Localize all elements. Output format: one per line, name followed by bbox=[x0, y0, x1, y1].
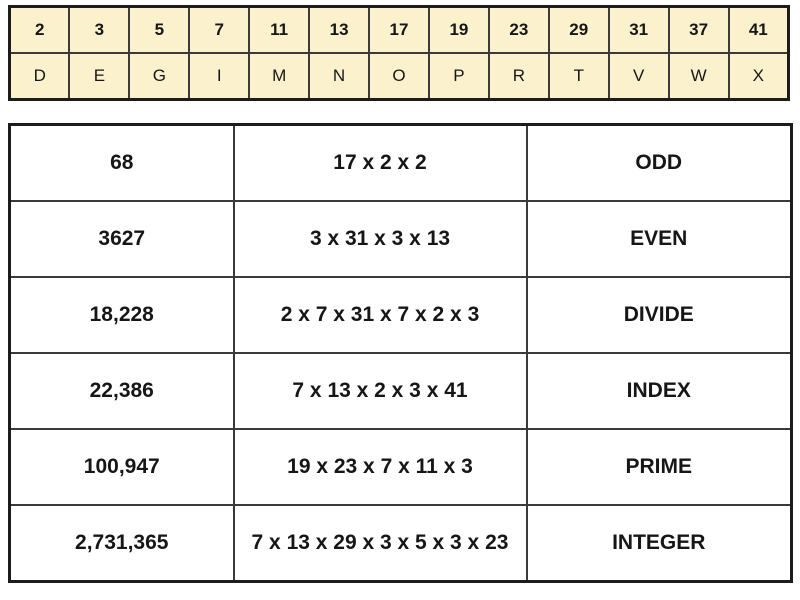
word-cell: EVEN bbox=[525, 200, 793, 278]
legend-letter-cell: M bbox=[248, 52, 311, 101]
word-cell: DIVIDE bbox=[525, 276, 793, 354]
word-cell: INDEX bbox=[525, 352, 793, 430]
table-row: 2,731,365 7 x 13 x 29 x 3 x 5 x 3 x 23 I… bbox=[8, 504, 793, 583]
number-cell: 2,731,365 bbox=[8, 504, 235, 583]
legend-prime-cell: 7 bbox=[188, 5, 251, 54]
legend-prime-cell: 5 bbox=[128, 5, 191, 54]
legend-letter-cell: E bbox=[68, 52, 131, 101]
number-cell: 3627 bbox=[8, 200, 235, 278]
word-cell: INTEGER bbox=[525, 504, 793, 583]
table-row: 3627 3 x 31 x 3 x 13 EVEN bbox=[8, 200, 793, 278]
legend-letter-cell: W bbox=[667, 52, 730, 101]
legend-letter-cell: T bbox=[547, 52, 610, 101]
legend-letter-cell: I bbox=[188, 52, 251, 101]
legend-letter-cell: X bbox=[727, 52, 790, 101]
legend-letter-cell: G bbox=[128, 52, 191, 101]
legend-prime-cell: 2 bbox=[8, 5, 71, 54]
factors-cell: 2 x 7 x 31 x 7 x 2 x 3 bbox=[232, 276, 528, 354]
legend-letter-cell: O bbox=[368, 52, 430, 101]
legend-letter-cell: N bbox=[308, 52, 371, 101]
legend-prime-cell: 13 bbox=[308, 5, 371, 54]
legend-prime-cell: 3 bbox=[68, 5, 131, 54]
factorization-puzzle-table: 68 17 x 2 x 2 ODD 3627 3 x 31 x 3 x 13 E… bbox=[8, 123, 793, 583]
table-row: 68 17 x 2 x 2 ODD bbox=[8, 123, 793, 202]
number-cell: 22,386 bbox=[8, 352, 235, 430]
number-cell: 18,228 bbox=[8, 276, 235, 354]
number-cell: 68 bbox=[8, 123, 235, 202]
factors-cell: 3 x 31 x 3 x 13 bbox=[232, 200, 528, 278]
legend-prime-cell: 19 bbox=[427, 5, 490, 54]
table-row: 100,947 19 x 23 x 7 x 11 x 3 PRIME bbox=[8, 428, 793, 506]
legend-prime-cell: 17 bbox=[368, 5, 430, 54]
legend-letter-cell: R bbox=[487, 52, 550, 101]
factors-cell: 7 x 13 x 29 x 3 x 5 x 3 x 23 bbox=[232, 504, 528, 583]
legend-primes-row: 2 3 5 7 11 13 17 19 23 29 31 37 41 bbox=[8, 5, 790, 54]
table-row: 18,228 2 x 7 x 31 x 7 x 2 x 3 DIVIDE bbox=[8, 276, 793, 354]
table-row: 22,386 7 x 13 x 2 x 3 x 41 INDEX bbox=[8, 352, 793, 430]
legend-prime-cell: 11 bbox=[248, 5, 311, 54]
number-cell: 100,947 bbox=[8, 428, 235, 506]
word-cell: ODD bbox=[525, 123, 793, 202]
legend-prime-cell: 23 bbox=[487, 5, 550, 54]
word-cell: PRIME bbox=[525, 428, 793, 506]
legend-prime-cell: 37 bbox=[667, 5, 730, 54]
factors-cell: 7 x 13 x 2 x 3 x 41 bbox=[232, 352, 528, 430]
legend-letters-row: D E G I M N O P R T V W X bbox=[8, 52, 790, 101]
factors-cell: 17 x 2 x 2 bbox=[232, 123, 528, 202]
legend-prime-cell: 31 bbox=[607, 5, 670, 54]
legend-letter-cell: D bbox=[8, 52, 71, 101]
prime-letter-legend-table: 2 3 5 7 11 13 17 19 23 29 31 37 41 D E G… bbox=[8, 5, 790, 101]
legend-letter-cell: P bbox=[427, 52, 490, 101]
factors-cell: 19 x 23 x 7 x 11 x 3 bbox=[232, 428, 528, 506]
legend-prime-cell: 41 bbox=[727, 5, 790, 54]
legend-letter-cell: V bbox=[607, 52, 670, 101]
legend-prime-cell: 29 bbox=[547, 5, 610, 54]
